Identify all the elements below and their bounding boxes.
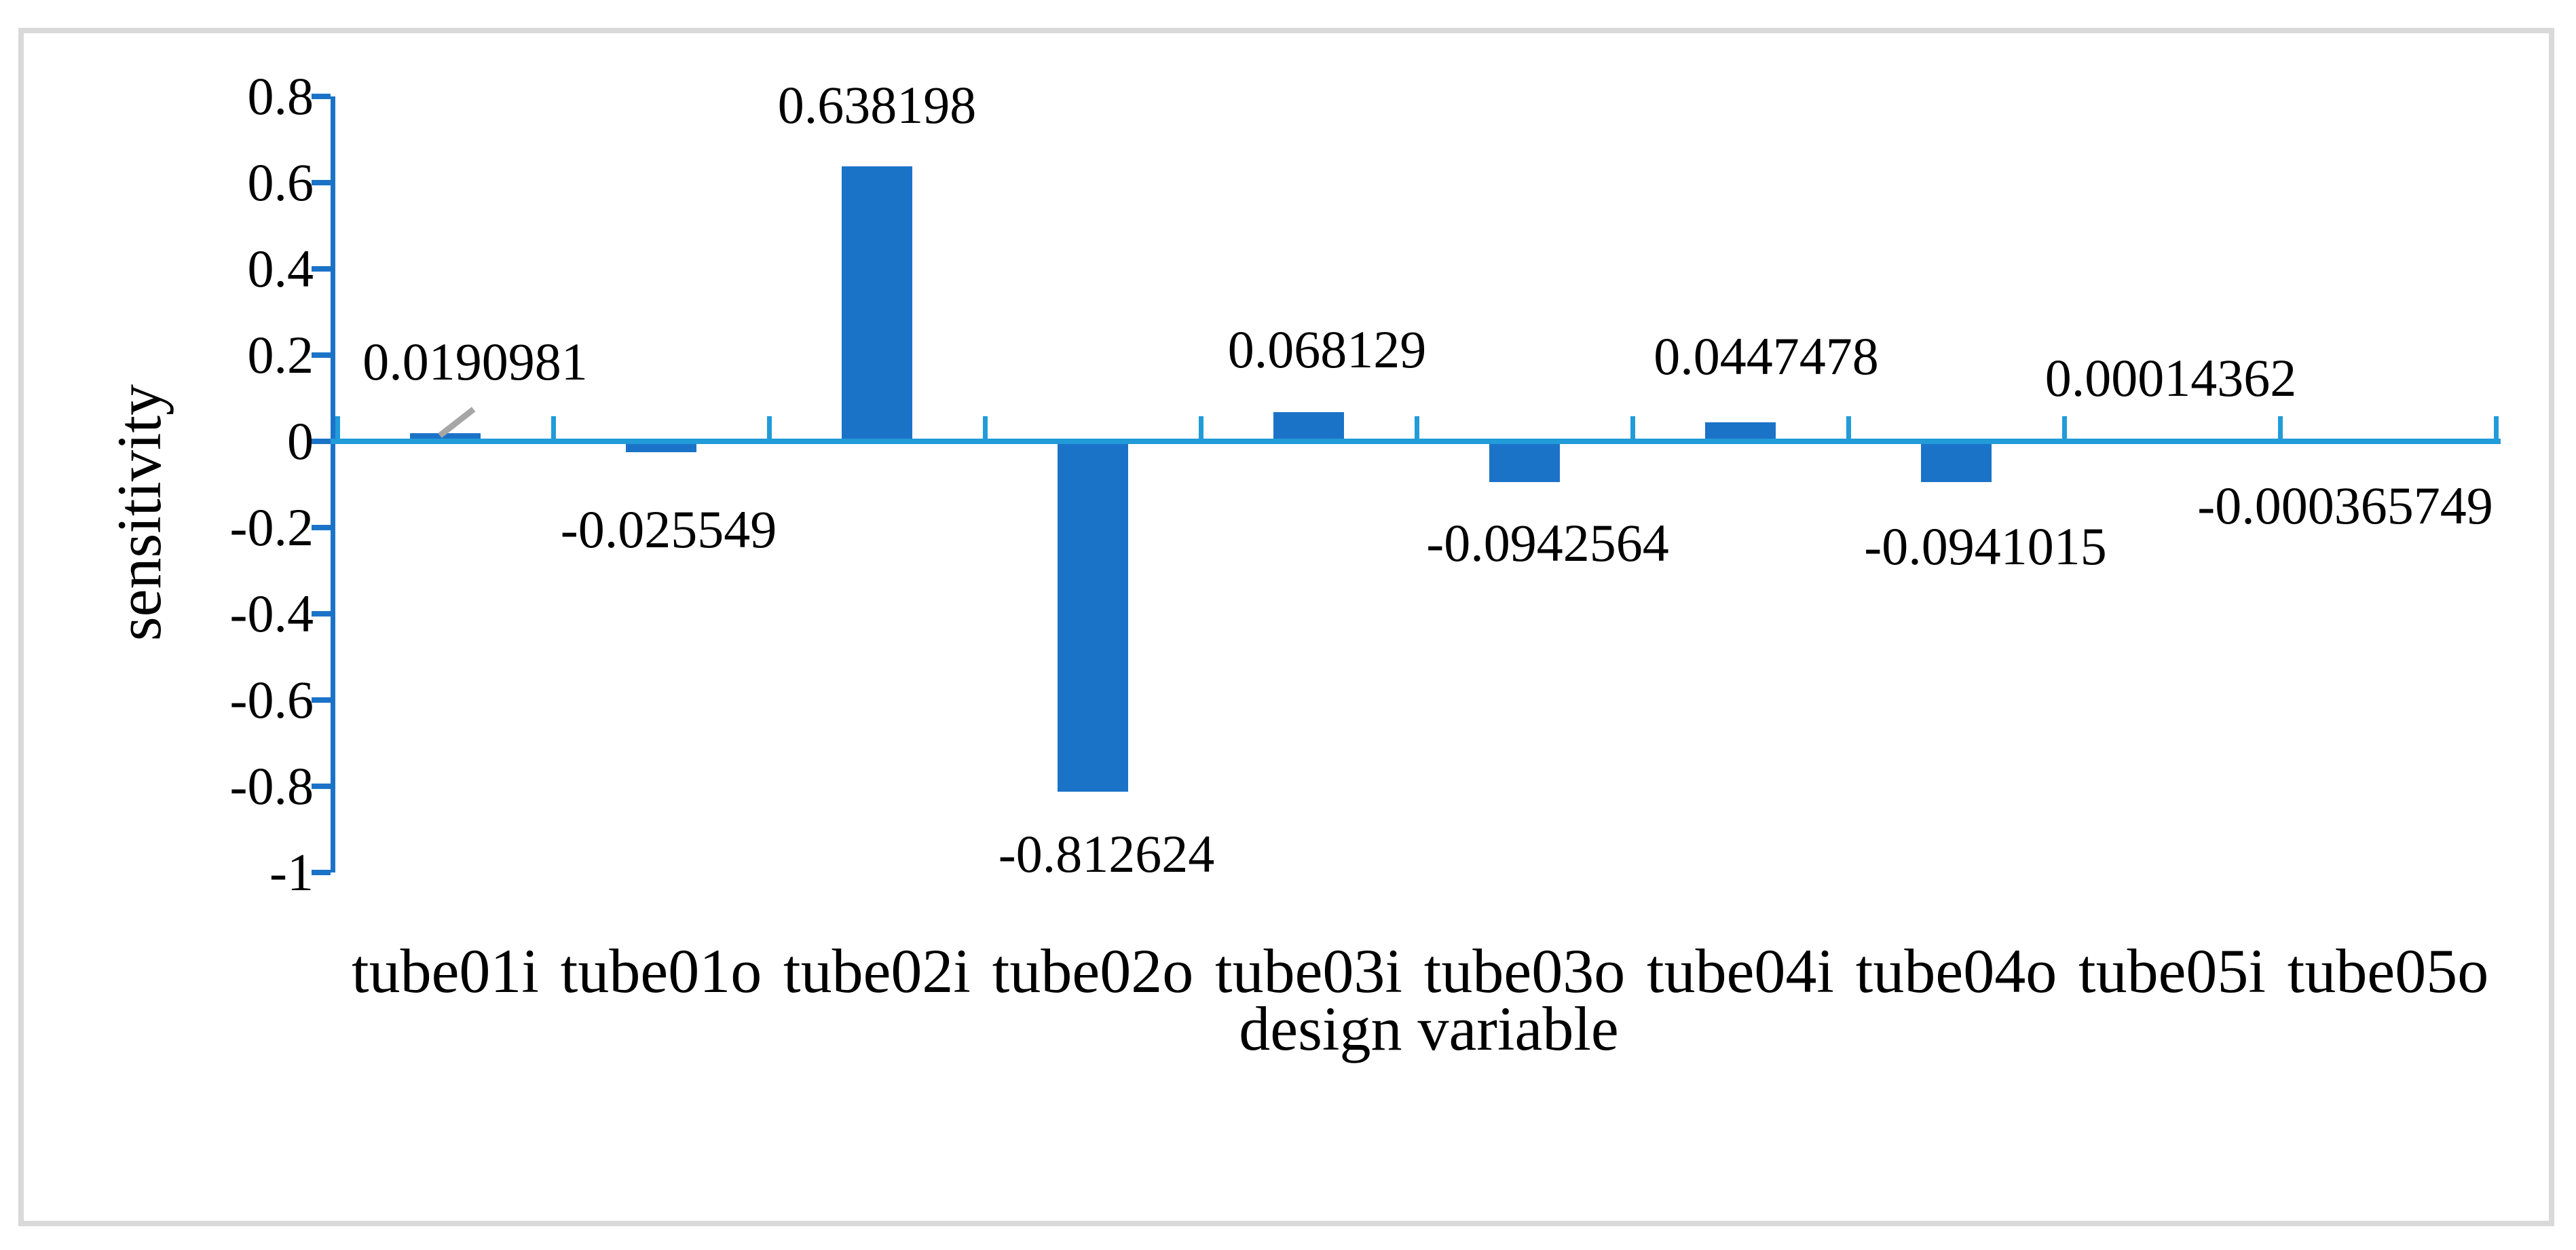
- y-tick-0.4: [312, 266, 331, 272]
- bar-tube04o: [1921, 441, 1992, 482]
- x-tick: [1630, 416, 1635, 441]
- data-label-tube05i: 0.00014362: [2045, 348, 2297, 407]
- x-category-label-tube02o: tube02o: [992, 936, 1194, 1006]
- bar-tube02i: [842, 166, 912, 441]
- y-tick--1: [312, 870, 331, 875]
- y-tick-0.2: [312, 352, 331, 358]
- x-category-label-tube03i: tube03i: [1215, 936, 1402, 1006]
- y-tick-label: -0.6: [229, 670, 314, 729]
- data-label-tube01i: 0.0190981: [362, 332, 588, 391]
- x-tick: [1414, 416, 1419, 441]
- data-label-tube03o: -0.0942564: [1426, 513, 1669, 572]
- x-category-label-tube01o: tube01o: [560, 936, 762, 1006]
- bar-tube01o: [626, 441, 696, 452]
- x-tick: [2493, 416, 2499, 441]
- x-axis-title: design variable: [1239, 994, 1619, 1063]
- data-label-tube02o: -0.812624: [998, 824, 1215, 883]
- bar-tube03o: [1489, 441, 1560, 482]
- data-label-tube01o: -0.025549: [560, 500, 777, 559]
- y-tick-label: -0.4: [229, 584, 314, 643]
- x-tick: [766, 416, 772, 441]
- y-tick-label: 0.8: [247, 67, 314, 126]
- y-tick--0.6: [312, 697, 331, 703]
- x-category-label-tube05o: tube05o: [2287, 936, 2489, 1006]
- y-tick-0.6: [312, 180, 331, 185]
- x-tick: [1198, 416, 1203, 441]
- y-tick-label: 0.4: [247, 239, 314, 298]
- y-tick-0.8: [312, 94, 331, 99]
- x-category-label-tube04o: tube04o: [1855, 936, 2057, 1006]
- x-tick: [1846, 416, 1851, 441]
- plot-frame: [18, 28, 2554, 1226]
- y-axis-line: [331, 96, 335, 872]
- data-label-tube03i: 0.068129: [1227, 320, 1427, 379]
- y-axis-title: sensitivity: [105, 384, 174, 642]
- x-tick: [335, 416, 340, 441]
- data-label-tube04i: 0.0447478: [1654, 327, 1879, 386]
- y-tick-label: -1: [269, 843, 314, 902]
- data-label-tube05o: -0.000365749: [2197, 476, 2493, 535]
- x-category-label-tube05i: tube05i: [2078, 936, 2266, 1006]
- x-category-label-tube03o: tube03o: [1423, 936, 1626, 1006]
- y-tick--0.4: [312, 611, 331, 617]
- y-tick-0: [312, 439, 331, 444]
- x-category-label-tube01i: tube01i: [352, 936, 539, 1006]
- x-tick: [2061, 416, 2067, 441]
- y-tick-label: -0.8: [229, 756, 314, 815]
- y-tick--0.2: [312, 525, 331, 530]
- bar-tube03i: [1273, 412, 1344, 441]
- x-tick: [550, 416, 556, 441]
- y-tick-label: -0.2: [229, 498, 314, 557]
- bar-tube04i: [1705, 422, 1776, 441]
- x-category-label-tube04i: tube04i: [1647, 936, 1834, 1006]
- data-label-tube02i: 0.638198: [777, 75, 977, 134]
- x-tick: [2277, 416, 2283, 441]
- y-tick-label: 0.6: [247, 153, 314, 212]
- y-tick-label: 0: [287, 411, 314, 471]
- data-label-tube04o: -0.0941015: [1864, 517, 2107, 576]
- y-tick--0.8: [312, 784, 331, 789]
- bar-tube02o: [1058, 441, 1128, 792]
- y-tick-label: 0.2: [247, 325, 314, 384]
- x-category-label-tube02i: tube02i: [783, 936, 971, 1006]
- x-tick: [982, 416, 988, 441]
- x-axis-baseline: [331, 439, 2501, 444]
